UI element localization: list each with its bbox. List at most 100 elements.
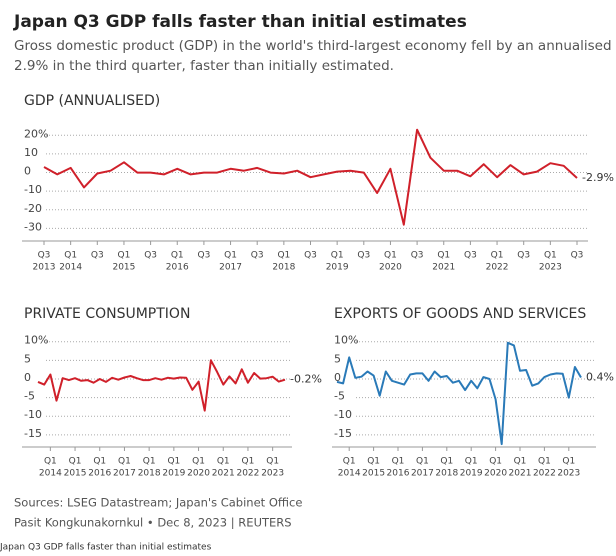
chart-title: EXPORTS OF GOODS AND SERVICES — [334, 306, 586, 322]
title: Japan Q3 GDP falls faster than initial e… — [13, 12, 467, 32]
x-year-label: 2016 — [387, 469, 410, 479]
x-tick-label: Q3 — [517, 251, 530, 261]
x-tick-label: Q1 — [118, 251, 131, 261]
x-tick-label: Q1 — [44, 457, 57, 467]
x-tick-label: Q1 — [343, 457, 356, 467]
y-tick-label: -15 — [24, 427, 42, 440]
x-tick-label: Q1 — [192, 457, 205, 467]
x-year-label: 2016 — [88, 469, 111, 479]
x-year-label: 2021 — [212, 469, 235, 479]
x-year-label: 2014 — [59, 263, 82, 273]
x-year-label: 2018 — [138, 469, 161, 479]
subtitle: 2.9% in the third quarter, faster than i… — [14, 58, 394, 74]
x-tick-label: Q1 — [224, 251, 237, 261]
x-year-label: 2023 — [557, 469, 580, 479]
data-line — [43, 128, 578, 226]
x-tick-label: Q1 — [118, 457, 131, 467]
x-year-label: 2015 — [362, 469, 385, 479]
x-tick-label: Q1 — [489, 457, 502, 467]
x-tick-label: Q1 — [171, 251, 184, 261]
x-year-label: 2014 — [39, 469, 62, 479]
x-year-label: 2013 — [33, 263, 56, 273]
x-year-label: 2018 — [435, 469, 458, 479]
x-tick-label: Q1 — [392, 457, 405, 467]
x-year-label: 2022 — [486, 263, 509, 273]
x-year-label: 2017 — [411, 469, 434, 479]
x-tick-label: Q1 — [562, 457, 575, 467]
x-tick-label: Q3 — [38, 251, 51, 261]
x-year-label: 2016 — [166, 263, 189, 273]
x-tick-label: Q1 — [465, 457, 478, 467]
value-label: -0.2% — [290, 373, 322, 386]
x-tick-label: Q3 — [304, 251, 317, 261]
x-year-label: 2022 — [236, 469, 259, 479]
value-label: 0.4% — [586, 370, 614, 383]
data-line — [37, 359, 286, 412]
y-tick-label: -15 — [334, 427, 352, 440]
x-year-label: 2020 — [379, 263, 402, 273]
y-tick-label: -5 — [24, 390, 35, 403]
x-year-label: 2017 — [219, 263, 242, 273]
x-tick-label: Q1 — [538, 457, 551, 467]
x-year-label: 2019 — [162, 469, 185, 479]
sources: Sources: LSEG Datastream; Japan's Cabine… — [14, 496, 302, 510]
x-tick-label: Q1 — [440, 457, 453, 467]
caption: Japan Q3 GDP falls faster than initial e… — [0, 543, 212, 553]
y-tick-label: -10 — [24, 408, 42, 421]
y-tick-label: -10 — [334, 408, 352, 421]
y-tick-label: 10 — [24, 146, 38, 159]
y-tick-label: -10 — [24, 183, 42, 196]
x-year-label: 2015 — [64, 469, 87, 479]
x-tick-label: Q3 — [251, 251, 264, 261]
chart-title: PRIVATE CONSUMPTION — [24, 306, 190, 322]
x-year-label: 2015 — [112, 263, 135, 273]
x-tick-label: Q1 — [64, 251, 77, 261]
x-tick-label: Q3 — [464, 251, 477, 261]
x-tick-label: Q3 — [197, 251, 210, 261]
x-year-label: 2021 — [432, 263, 455, 273]
x-year-label: 2017 — [113, 469, 136, 479]
chart-title: GDP (ANNUALISED) — [24, 93, 160, 109]
y-tick-label: -5 — [334, 390, 345, 403]
x-year-label: 2020 — [484, 469, 507, 479]
x-year-label: 2021 — [509, 469, 532, 479]
byline: Pasit Kongkunakornkul • Dec 8, 2023 | RE… — [14, 516, 292, 530]
x-tick-label: Q1 — [277, 251, 290, 261]
x-year-label: 2014 — [338, 469, 361, 479]
y-tick-label: 10% — [334, 334, 358, 347]
x-tick-label: Q1 — [143, 457, 156, 467]
x-tick-label: Q1 — [544, 251, 557, 261]
data-line — [336, 341, 582, 446]
x-tick-label: Q1 — [69, 457, 82, 467]
y-tick-label: 10% — [24, 334, 48, 347]
x-tick-label: Q1 — [367, 457, 380, 467]
y-tick-label: 0 — [334, 371, 341, 384]
x-tick-label: Q1 — [416, 457, 429, 467]
x-year-label: 2020 — [187, 469, 210, 479]
x-year-label: 2022 — [533, 469, 556, 479]
y-tick-label: 5 — [334, 352, 341, 365]
x-year-label: 2018 — [272, 263, 295, 273]
y-tick-label: 20% — [24, 127, 48, 140]
x-year-label: 2019 — [326, 263, 349, 273]
x-tick-label: Q1 — [331, 251, 344, 261]
x-year-label: 2019 — [460, 469, 483, 479]
x-tick-label: Q1 — [514, 457, 527, 467]
x-tick-label: Q1 — [491, 251, 504, 261]
value-label: -2.9% — [582, 171, 614, 184]
x-tick-label: Q1 — [437, 251, 450, 261]
x-tick-label: Q3 — [91, 251, 104, 261]
y-tick-label: -20 — [24, 202, 42, 215]
y-tick-label: 5 — [24, 352, 31, 365]
x-tick-label: Q3 — [571, 251, 584, 261]
x-tick-label: Q1 — [384, 251, 397, 261]
y-tick-label: 0 — [24, 371, 31, 384]
x-tick-label: Q1 — [167, 457, 180, 467]
x-year-label: 2023 — [261, 469, 284, 479]
x-tick-label: Q1 — [93, 457, 106, 467]
x-tick-label: Q3 — [411, 251, 424, 261]
x-tick-label: Q3 — [357, 251, 370, 261]
x-tick-label: Q3 — [144, 251, 157, 261]
y-tick-label: 0 — [24, 165, 31, 178]
